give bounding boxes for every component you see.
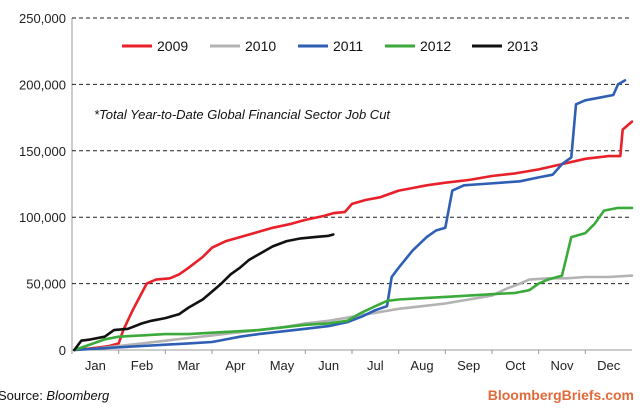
source-line: Source: Bloomberg [0, 388, 110, 403]
x-tick-label: Apr [225, 358, 246, 373]
x-tick-label: Nov [550, 358, 574, 373]
x-tick-label: Aug [410, 358, 433, 373]
legend-label-2009: 2009 [157, 38, 188, 54]
y-tick-label: 0 [59, 343, 66, 358]
chart-annotation: *Total Year-to-Date Global Financial Sec… [94, 107, 391, 122]
x-tick-label: Feb [131, 358, 153, 373]
series-lines [73, 79, 634, 352]
series-line-2010 [73, 274, 634, 352]
legend-label-2013: 2013 [507, 38, 538, 54]
brand-watermark: BloombergBriefs.com [488, 387, 634, 403]
source-label: Source: [0, 388, 46, 403]
y-axis-tick-labels: 0 50,000 100,000 150,000 200,000 250,000 [19, 11, 66, 358]
series-line-2011 [73, 79, 627, 352]
x-axis-tick-labels: Jan Feb Mar Apr May Jun Jul Aug Sep Oct Nov Dec [71, 350, 621, 373]
x-tick-label: Oct [505, 358, 526, 373]
y-tick-label: 50,000 [26, 277, 66, 292]
series-line-2009 [73, 120, 634, 352]
gridlines [72, 17, 632, 285]
x-tick-label: May [270, 358, 295, 373]
x-tick-label: Sep [457, 358, 480, 373]
y-tick-label: 150,000 [19, 144, 66, 159]
x-tick-label: Jul [367, 358, 384, 373]
legend-label-2012: 2012 [420, 38, 451, 54]
y-tick-label: 250,000 [19, 11, 66, 26]
series-line-2013 [73, 233, 335, 352]
source-name: Bloomberg [46, 388, 110, 403]
legend: 2009 2010 2011 2012 2013 [122, 38, 538, 54]
y-tick-label: 200,000 [19, 77, 66, 92]
x-tick-label: Jan [85, 358, 106, 373]
x-tick-label: Mar [177, 358, 200, 373]
x-tick-label: Dec [597, 358, 621, 373]
y-tick-label: 100,000 [19, 210, 66, 225]
legend-label-2011: 2011 [333, 38, 363, 54]
series-line-2012 [73, 206, 634, 352]
x-tick-label: Jun [318, 358, 339, 373]
legend-label-2010: 2010 [245, 38, 276, 54]
